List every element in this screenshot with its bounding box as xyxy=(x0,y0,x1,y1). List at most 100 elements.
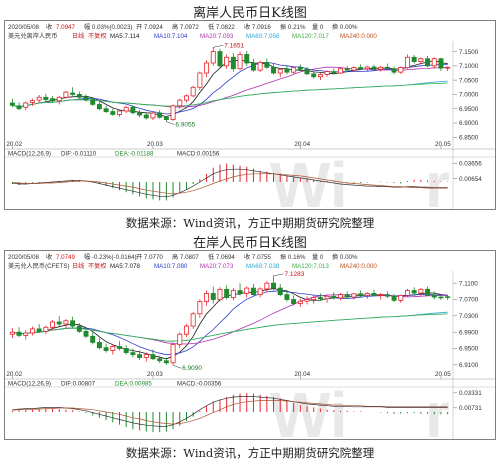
header-date: 2020/05/08 xyxy=(8,24,40,31)
candle-body xyxy=(29,328,35,334)
y-tick-label: 7.0700 xyxy=(459,297,479,304)
candle-body xyxy=(70,320,76,327)
candle-body xyxy=(351,67,357,71)
header-ma120: MA120:7.013 xyxy=(292,263,329,270)
y-tick-label: 6.9100 xyxy=(459,362,479,369)
candle-body xyxy=(344,294,350,298)
macd-tick-label: 0.03656 xyxy=(459,161,482,168)
watermark-logo-2: r xyxy=(425,149,450,209)
candle-body xyxy=(197,72,203,88)
candle-body xyxy=(150,112,156,119)
x-tick-label: 20.02 xyxy=(6,371,22,378)
candle-body xyxy=(237,290,243,294)
header-ma20: MA20:7.093 xyxy=(200,33,234,40)
candle-body xyxy=(36,96,42,101)
candle-body xyxy=(204,293,210,302)
candle-body xyxy=(364,66,370,70)
candle-body xyxy=(264,282,270,290)
candle-body xyxy=(244,287,250,294)
low-pointer xyxy=(166,121,175,125)
candle-body xyxy=(183,325,189,335)
candle-body xyxy=(50,98,56,102)
candle-body xyxy=(83,96,89,101)
macd-dif: DIF:-0.01110 xyxy=(61,151,97,158)
candle-body xyxy=(244,54,250,64)
candle-body xyxy=(291,299,297,305)
candle-body xyxy=(411,290,417,294)
y-tick-label: 7.0300 xyxy=(459,313,479,320)
header-vol: 量 0 xyxy=(312,254,324,261)
candle-body xyxy=(250,62,256,71)
candle-body xyxy=(438,58,444,69)
candle-body xyxy=(384,294,390,297)
candle-body xyxy=(391,295,397,301)
offshore-cny-kline-chart[interactable]: Wi r 2020/05/08 收 7.0947 幅 0.03%(0.0023) 开 7.0… xyxy=(4,20,496,221)
candle-body xyxy=(271,66,277,74)
header-high: 高 7.0972 xyxy=(172,23,199,31)
candle-body xyxy=(210,293,216,300)
header-prevclose: 收 7.0916 xyxy=(244,23,271,31)
candle-body xyxy=(237,54,243,70)
candle-body xyxy=(50,321,56,328)
candle-body xyxy=(157,358,163,362)
macd-dif-line xyxy=(12,168,448,198)
candle-body xyxy=(304,68,310,75)
candle-body xyxy=(284,294,290,300)
candle-body xyxy=(425,288,431,296)
y-tick-label: 6.8500 xyxy=(459,134,479,141)
candle-body xyxy=(123,106,129,112)
y-tick-label: 7.0500 xyxy=(459,77,479,84)
top-chart-title: 离岸人民币日K线图 xyxy=(193,6,307,21)
x-tick-label: 20.03 xyxy=(147,371,163,378)
candle-body xyxy=(378,294,384,296)
candle-body xyxy=(351,293,357,298)
header-amp: 振 0.16% xyxy=(280,253,306,261)
header-name: 美元兑离岸人民币 xyxy=(8,32,58,40)
onshore-kline-svg: Wi r 2020/05/08 收 7.0749 幅 -0.23%(-0.0164) 开 7… xyxy=(5,253,495,451)
candle-body xyxy=(16,105,22,110)
header-period: 日线 xyxy=(72,32,84,40)
header-change: 7.0947 xyxy=(56,24,75,31)
watermark-logo-2: r xyxy=(425,379,450,439)
candle-body xyxy=(90,335,96,343)
candle-body xyxy=(96,341,102,349)
candle-body xyxy=(284,68,290,73)
ma20-line xyxy=(12,294,448,345)
ma10-line xyxy=(12,290,448,356)
watermark-logo: Wi xyxy=(270,379,348,439)
candle-body xyxy=(344,68,350,71)
header-ma10: MA10:7.104 xyxy=(154,33,188,40)
header-ma240: MA240:0.000 xyxy=(340,263,377,270)
high-pointer xyxy=(273,273,284,277)
macd-value: MACD:0.00156 xyxy=(177,151,220,158)
header-fq: 不复权 xyxy=(88,262,107,270)
header-change: 7.0749 xyxy=(56,254,75,261)
candle-body xyxy=(378,66,384,70)
candle-body xyxy=(9,102,15,106)
macd-dif: DIF:0.00807 xyxy=(61,381,96,388)
candle-body xyxy=(398,67,404,73)
candle-body xyxy=(103,108,109,112)
onshore-cny-kline-chart[interactable]: Wi r 2020/05/08 收 7.0749 幅 -0.23%(-0.0164) 开 7… xyxy=(4,250,496,451)
macd-dea: DEA:0.00985 xyxy=(115,381,152,388)
candle-body xyxy=(230,56,236,70)
candle-body xyxy=(56,96,62,102)
candle-body xyxy=(371,293,377,296)
candle-body xyxy=(76,94,82,98)
header-low: 低 7.0694 xyxy=(208,253,235,261)
candle-body xyxy=(398,295,404,301)
y-tick-label: 6.9500 xyxy=(459,106,479,113)
y-tick-label: 7.1500 xyxy=(459,49,479,56)
header-fq: 不复权 xyxy=(88,32,107,40)
header-hsl: 换 0.00% xyxy=(332,23,358,31)
candle-body xyxy=(264,62,270,68)
macd-value: MACD:-0.00356 xyxy=(177,381,222,388)
candle-body xyxy=(143,354,149,358)
y-tick-label: 7.1100 xyxy=(459,280,478,287)
candle-body xyxy=(317,74,323,78)
low-pointer xyxy=(172,365,182,369)
macd-dif-line xyxy=(12,396,448,427)
candle-body xyxy=(190,86,196,97)
candle-body xyxy=(297,67,303,70)
macd-name: MACD(12,26,9) xyxy=(8,381,51,388)
